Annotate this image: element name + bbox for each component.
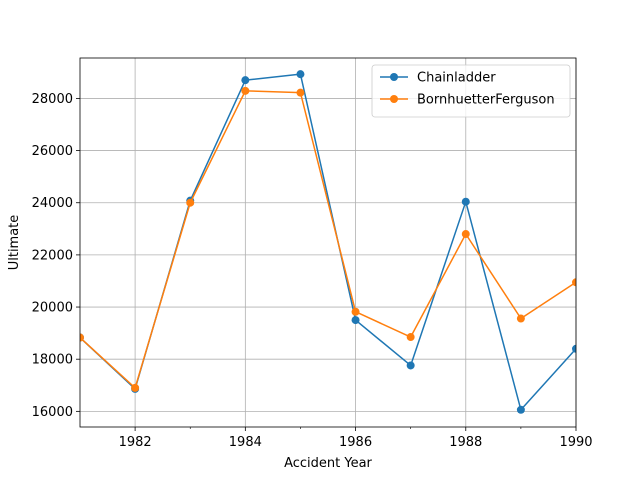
y-tick-label: 22000: [32, 248, 73, 263]
legend-label: BornhuetterFerguson: [417, 93, 555, 108]
data-point: [186, 198, 195, 207]
y-tick-label: 18000: [32, 353, 73, 368]
legend-box: [371, 64, 571, 118]
data-point: [131, 383, 140, 392]
x-tick-label: 1984: [229, 435, 262, 450]
legend: Chainladder BornhuetterFerguson: [371, 64, 571, 118]
data-point: [406, 333, 415, 342]
y-tick-label: 26000: [32, 144, 73, 159]
x-tick-label: 1988: [449, 435, 482, 450]
legend-marker: [390, 73, 398, 81]
data-point: [516, 314, 525, 323]
legend-marker: [390, 95, 398, 103]
data-point: [516, 405, 525, 414]
series-layer: [80, 70, 576, 414]
data-point: [406, 361, 415, 370]
series-line: [80, 90, 576, 389]
x-tick-label: 1990: [559, 435, 592, 450]
x-tick-label: 1982: [119, 435, 152, 450]
data-point: [241, 76, 250, 85]
y-tick-label: 28000: [32, 92, 73, 107]
y-tick-label: 20000: [32, 301, 73, 316]
data-point: [572, 278, 576, 287]
x-tick-label: 1986: [339, 435, 372, 450]
series-BornhuetterFerguson: [80, 86, 576, 392]
data-point: [241, 86, 250, 95]
data-point: [351, 316, 360, 325]
y-axis-label: Ultimate: [7, 215, 22, 271]
legend-entries: Chainladder BornhuetterFerguson: [380, 71, 555, 108]
plot-frame: [79, 57, 577, 428]
x-axis-label: Accident Year: [284, 456, 372, 471]
data-point: [351, 307, 360, 316]
data-point: [572, 344, 576, 353]
data-point: [461, 197, 470, 206]
y-tick-label: 16000: [32, 405, 73, 420]
data-point: [461, 230, 470, 239]
y-tick-label: 24000: [32, 196, 73, 211]
data-point: [296, 70, 305, 79]
data-point: [296, 88, 305, 97]
legend-label: Chainladder: [417, 71, 496, 86]
axis-ticks: 1982 1984 1986 1988 1990 16000 18000 20000 22000…: [32, 92, 593, 450]
data-point: [80, 333, 84, 342]
